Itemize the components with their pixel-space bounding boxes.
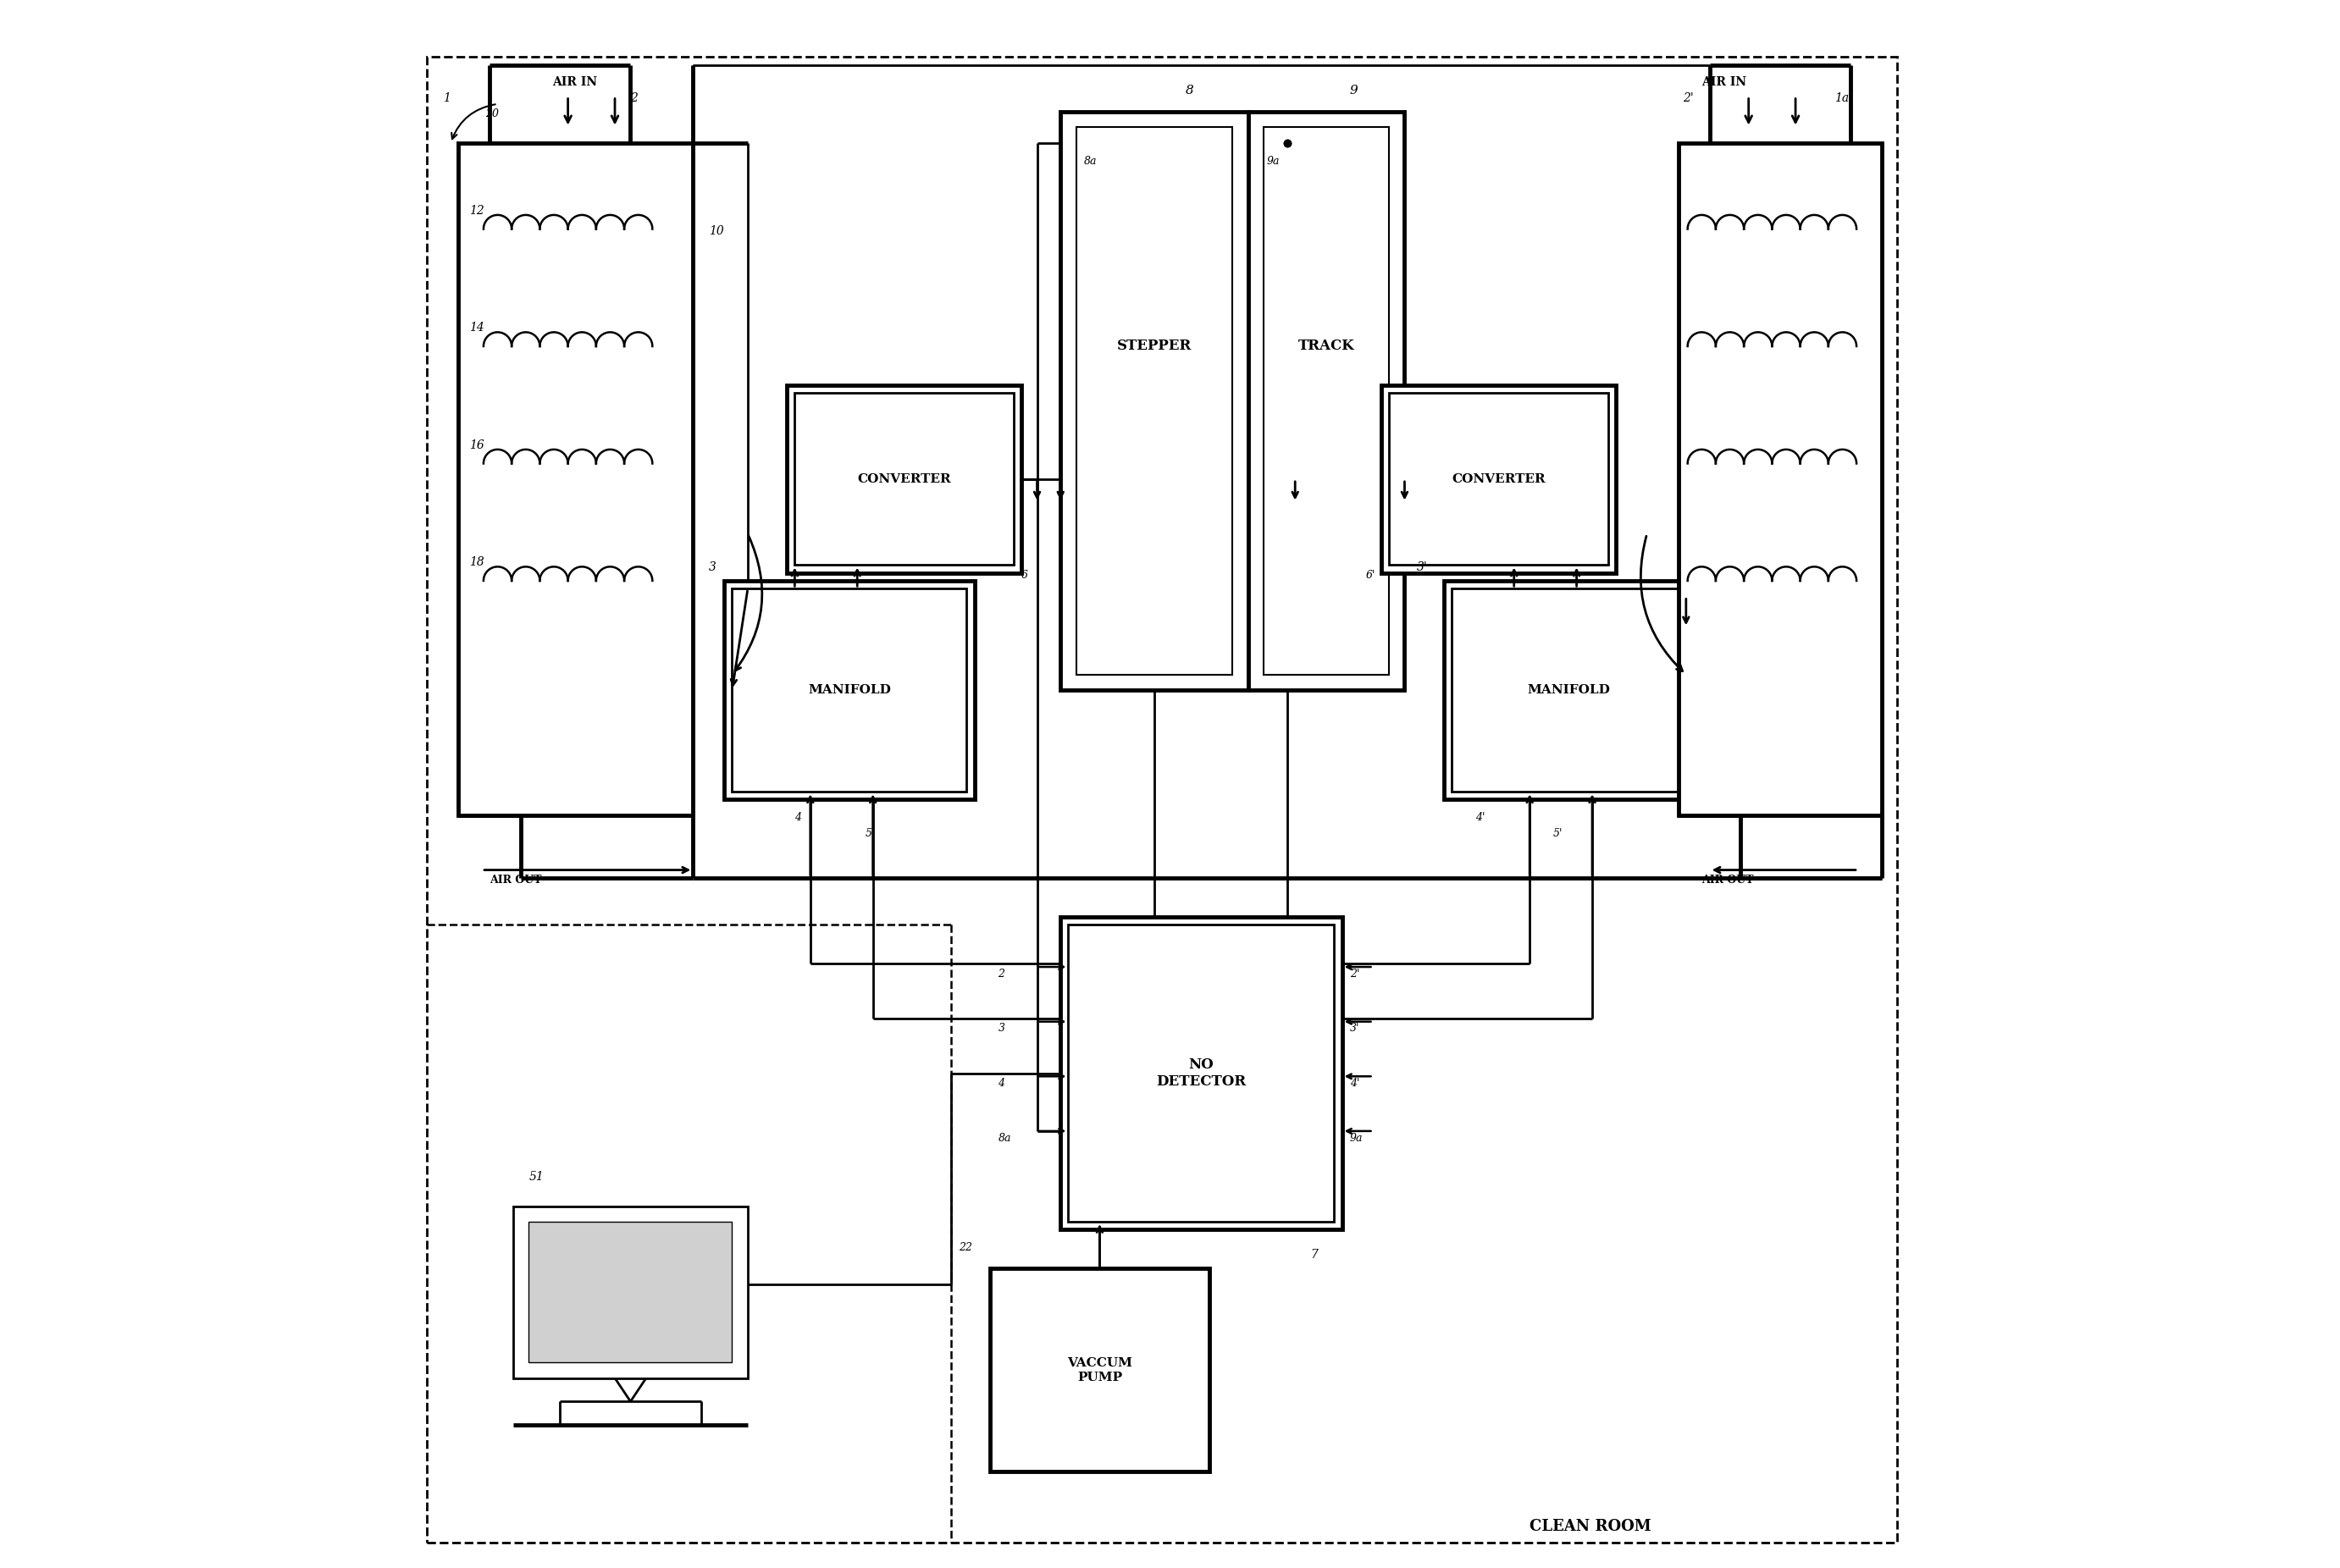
FancyBboxPatch shape — [732, 588, 966, 792]
Text: 51: 51 — [529, 1171, 543, 1182]
FancyBboxPatch shape — [459, 143, 693, 815]
FancyBboxPatch shape — [529, 1221, 732, 1363]
FancyBboxPatch shape — [1247, 111, 1404, 690]
Text: 2': 2' — [1350, 969, 1360, 980]
Text: VACCUM
PUMP: VACCUM PUMP — [1067, 1358, 1133, 1383]
Text: 7: 7 — [1310, 1250, 1317, 1261]
Text: CONVERTER: CONVERTER — [856, 474, 950, 485]
FancyBboxPatch shape — [1264, 127, 1390, 674]
Text: 5: 5 — [866, 828, 873, 839]
Text: 6: 6 — [1023, 569, 1027, 580]
Text: 4: 4 — [796, 812, 803, 823]
Text: NO
DETECTOR: NO DETECTOR — [1156, 1058, 1247, 1088]
Text: 2: 2 — [997, 969, 1004, 980]
Text: 20: 20 — [484, 108, 498, 119]
Text: CONVERTER: CONVERTER — [1451, 474, 1544, 485]
Text: MANIFOLD: MANIFOLD — [807, 684, 892, 696]
Text: 4: 4 — [997, 1077, 1004, 1088]
Text: 2': 2' — [1682, 93, 1694, 103]
FancyBboxPatch shape — [1390, 394, 1608, 564]
FancyBboxPatch shape — [1381, 386, 1615, 572]
Text: CLEAN ROOM: CLEAN ROOM — [1530, 1519, 1652, 1535]
FancyBboxPatch shape — [786, 386, 1023, 572]
Text: 2: 2 — [629, 93, 639, 103]
Text: 3': 3' — [1350, 1024, 1360, 1035]
Text: 18: 18 — [470, 557, 484, 568]
FancyBboxPatch shape — [1678, 143, 1881, 815]
Text: 12: 12 — [470, 205, 484, 216]
Text: MANIFOLD: MANIFOLD — [1528, 684, 1610, 696]
Text: AIR OUT: AIR OUT — [489, 875, 543, 886]
FancyBboxPatch shape — [990, 1269, 1210, 1472]
Text: 4': 4' — [1350, 1077, 1360, 1088]
Text: 3: 3 — [997, 1024, 1004, 1035]
Text: 4': 4' — [1474, 812, 1484, 823]
Text: 9a: 9a — [1350, 1132, 1362, 1143]
FancyBboxPatch shape — [1060, 917, 1343, 1229]
FancyBboxPatch shape — [1076, 127, 1233, 674]
Text: 8a: 8a — [1083, 155, 1097, 166]
Text: 3': 3' — [1418, 561, 1427, 572]
Text: AIR OUT: AIR OUT — [1701, 875, 1753, 886]
Text: 8a: 8a — [997, 1132, 1011, 1143]
Text: TRACK: TRACK — [1299, 339, 1355, 353]
Text: 9: 9 — [1350, 85, 1357, 96]
Text: 5': 5' — [1554, 828, 1563, 839]
FancyBboxPatch shape — [512, 1206, 749, 1378]
Text: 1a: 1a — [1835, 93, 1849, 103]
Text: AIR IN: AIR IN — [1701, 77, 1746, 88]
Text: 1: 1 — [442, 93, 449, 103]
FancyBboxPatch shape — [1060, 111, 1247, 690]
Text: 10: 10 — [709, 224, 723, 237]
FancyBboxPatch shape — [796, 394, 1013, 564]
Text: AIR IN: AIR IN — [552, 77, 597, 88]
FancyBboxPatch shape — [1069, 925, 1334, 1221]
Text: 14: 14 — [470, 321, 484, 334]
FancyBboxPatch shape — [1444, 580, 1694, 800]
Text: 8: 8 — [1186, 85, 1193, 96]
FancyBboxPatch shape — [725, 580, 973, 800]
FancyBboxPatch shape — [1451, 588, 1687, 792]
Text: 22: 22 — [959, 1242, 973, 1253]
Text: 16: 16 — [470, 439, 484, 452]
Text: 6': 6' — [1367, 569, 1376, 580]
Text: 9a: 9a — [1266, 155, 1280, 166]
Text: 3: 3 — [709, 561, 716, 572]
Text: STEPPER: STEPPER — [1116, 339, 1191, 353]
